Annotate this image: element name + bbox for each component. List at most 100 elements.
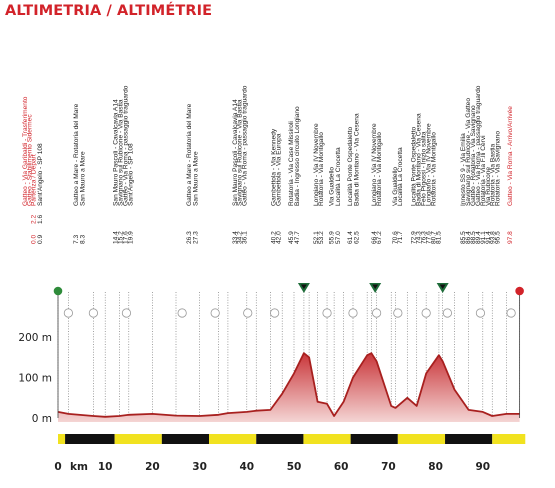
- route-label: Sant'Angelo - SP 108: [128, 143, 135, 206]
- route-km-progress: 97.8: [507, 231, 514, 244]
- route-km-progress: 77.6: [426, 231, 433, 244]
- route-km-progress: 19.9: [128, 231, 135, 244]
- route-label: Gatteo - Rotatoria - Via Savignano: [470, 105, 477, 206]
- route-km-progress: 91.4: [485, 231, 492, 244]
- route-km-progress: 53.2: [318, 231, 325, 244]
- km-bar-segment: [65, 434, 115, 444]
- route-label: San Mauro a Mare: [79, 151, 86, 206]
- x-tick-label: 70: [381, 461, 396, 473]
- route-km-progress: 52.1: [313, 231, 320, 244]
- y-axis: 0 m 100 m 200 m: [18, 332, 52, 425]
- waypoint-circle: [371, 308, 382, 318]
- route-label: Badia di Montiano - Via Cesena: [353, 113, 360, 206]
- waypoint-circle: [63, 308, 73, 318]
- route-label: Gatteo - Stabilimento Sidermec: [26, 114, 33, 206]
- route-label: San Mauro a Mare: [192, 151, 199, 206]
- x-tick-label: 50: [287, 461, 302, 473]
- route-labels: Gatteo - Via Garibaldi - TrasferimentoGa…: [22, 85, 514, 244]
- route-label: Gatteo - Via Roma - Arrivo/Arrivée: [507, 106, 514, 206]
- route-km-progress: 70.6: [392, 231, 399, 244]
- x-tick-label: 80: [428, 461, 443, 473]
- route-km-progress: 7.3: [73, 235, 80, 244]
- km-bar-segment: [58, 434, 66, 444]
- km-bar-segment: [256, 434, 304, 444]
- x-tick-label: 10: [98, 461, 113, 473]
- route-markers: [53, 283, 524, 418]
- route-km-remaining: 2.2: [31, 215, 38, 224]
- y-tick-label: 200 m: [18, 332, 52, 344]
- route-km-progress: 91.1: [480, 231, 487, 244]
- route-km-progress: 57.0: [335, 231, 342, 244]
- route-km-progress: 72.9: [411, 231, 418, 244]
- waypoint-circle: [322, 308, 332, 318]
- route-label: Gatteo a Mare - Rotatoria del Mare: [73, 103, 80, 206]
- waypoint-circle: [243, 308, 253, 318]
- waypoint-circle: [270, 308, 280, 318]
- y-tick-label: 0 m: [32, 413, 52, 425]
- km-bar-segment: [397, 434, 446, 444]
- route-label: Rotatoria - Via F.lli Cervi: [480, 135, 487, 206]
- x-axis: 0 10 20 30 40 50 60 70 80 90 km: [54, 461, 490, 473]
- start-marker: [53, 286, 63, 296]
- route-label: Felo Pigossi - Inizio salita: [421, 131, 428, 206]
- route-km-progress: 55.9: [329, 231, 336, 244]
- x-tick-label: 30: [192, 461, 207, 473]
- waypoint-circle: [121, 308, 132, 318]
- route-label: Longiano - Via IV Novembre: [426, 123, 433, 206]
- route-km-progress: 86.4: [465, 231, 472, 244]
- route-km-progress: 17.6: [123, 231, 130, 244]
- x-tick-label: 60: [334, 461, 349, 473]
- route-km-progress: 89.4: [475, 231, 482, 244]
- route-km-progress: 0.0: [31, 235, 38, 244]
- route-label: Rotatoria - Via Montigallo: [318, 132, 325, 206]
- route-label: Savignano sul Rubicone - Via Bastia: [237, 99, 244, 206]
- x-tick-label: 20: [145, 461, 160, 473]
- route-km-progress: 0.9: [37, 235, 44, 244]
- route-label: Gatteo a Mare - Rotatoria del Mare: [186, 103, 193, 206]
- waypoint-circle: [442, 308, 452, 318]
- route-km-remaining: 1.6: [37, 215, 44, 224]
- route-label: San Mauro Pascoli - Cavalcavia A14: [232, 99, 239, 206]
- route-km-progress: 76.3: [421, 231, 428, 244]
- waypoint-circle: [506, 308, 516, 318]
- route-label: Badia di Montiano - Via Cesena: [416, 113, 423, 206]
- km-bar-segment: [445, 434, 493, 444]
- x-axis-label: km: [70, 461, 88, 473]
- route-km-progress: 66.4: [371, 231, 378, 244]
- waypoint-circle: [88, 308, 99, 318]
- route-km-progress: 71.7: [397, 231, 404, 244]
- km-bar: [58, 434, 526, 444]
- route-label: Innesto SS 9 - Via Emilia: [460, 133, 467, 206]
- route-label: Gambettola - Via Kennedy: [271, 128, 278, 206]
- waypoint-circle: [210, 308, 220, 318]
- route-label: Rotatoria - Via Bastia: [490, 143, 497, 206]
- route-label: Gatteo - Via Roma - passaggio traguardo: [475, 85, 482, 206]
- profile-line: [57, 352, 520, 418]
- elevation-profile: [57, 352, 520, 423]
- route-label: Savignano sul Rubicone - Via Gatteo: [465, 98, 472, 206]
- route-label: Longiano - Via IV Novembre: [371, 123, 378, 206]
- route-km-progress: 80.7: [430, 231, 437, 244]
- route-label: Località La Crocetta: [335, 147, 342, 206]
- km-bar-segment: [303, 434, 351, 444]
- route-km-progress: 67.2: [376, 231, 383, 244]
- route-label: Via Gualdello: [392, 167, 399, 206]
- route-label: San Mauro Pascoli - Cavalcavia A14: [113, 99, 120, 206]
- route-km-progress: 8.3: [79, 235, 86, 244]
- x-tick-label: 90: [475, 461, 490, 473]
- route-label: Rotatoria - Via Savignano: [495, 131, 502, 206]
- route-label: Longiano - Via IV Novembre: [313, 123, 320, 206]
- route-km-progress: 61.4: [347, 231, 354, 244]
- route-km-progress: 74.3: [416, 231, 423, 244]
- km-bar-segment: [209, 434, 257, 444]
- waypoint-circle: [421, 308, 431, 318]
- route-label: Badia - Ingresso circuito Longiano: [294, 106, 301, 206]
- kom-marker-inner: [300, 284, 307, 289]
- kom-marker-inner: [372, 284, 379, 289]
- route-label: Rotatoria - Via Montigallo: [430, 132, 437, 206]
- kom-marker-inner: [439, 284, 446, 289]
- route-km-progress: 93.8: [490, 231, 497, 244]
- route-label: Gatteo - Via Roma - passaggio traguardo: [123, 85, 130, 206]
- route-label: Gatteo - Via Roma - passaggio traguardo: [242, 85, 249, 206]
